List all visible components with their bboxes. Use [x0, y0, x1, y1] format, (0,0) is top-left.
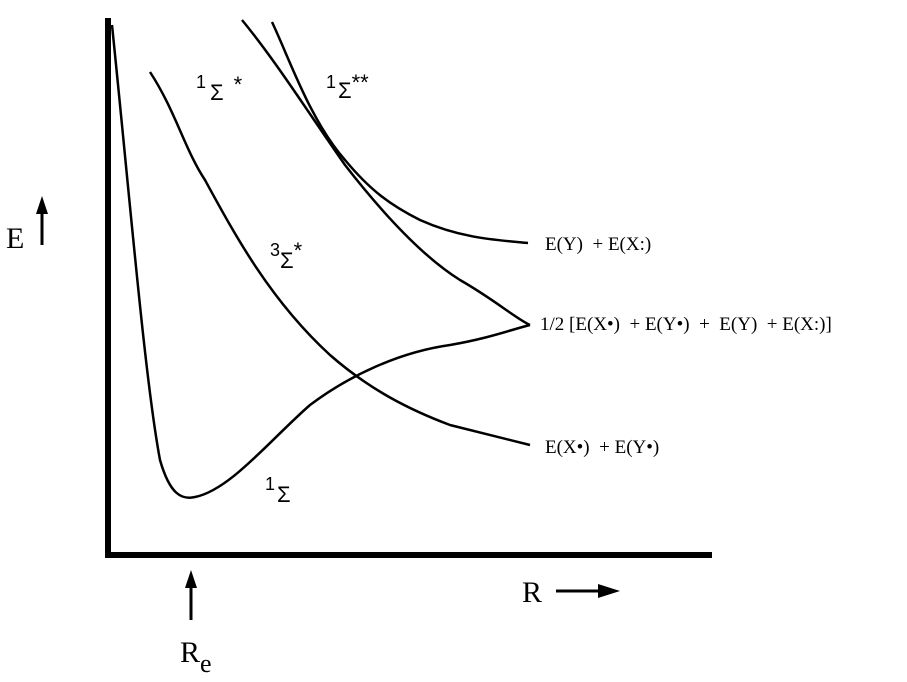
state-suffix: * [294, 238, 303, 263]
limit-label: E(Y) + E(X:) [545, 234, 651, 255]
state-sup: 3 [270, 240, 280, 260]
state-sup: 1 [326, 72, 336, 92]
state-label: 1Σ** [326, 70, 369, 103]
y-arrow-head [36, 196, 48, 214]
state-suffix: ** [352, 70, 370, 95]
state-suffix: * [234, 72, 243, 97]
limit-label: 1/2 [E(X•) + E(Y•) + E(Y) + E(X:)] [540, 314, 832, 335]
y-axis-label: E [6, 222, 24, 255]
state-sup: 1 [265, 474, 275, 494]
re-arrow-head [185, 570, 197, 588]
sigma-double-star-curve [270, 21, 529, 245]
x-axis-label: R [522, 576, 542, 609]
state-sup: 1 [196, 72, 206, 92]
state-symbol: Σ [277, 482, 291, 507]
limit-label: E(X•) + E(Y•) [545, 437, 659, 458]
sigma-star-curve [241, 19, 531, 327]
state-symbol: Σ [338, 78, 352, 103]
state-label: 3Σ* [270, 238, 303, 273]
x-arrow-head [598, 584, 620, 598]
ground-curve [110, 24, 531, 499]
state-symbol: Σ [280, 248, 294, 273]
re-main: R [180, 636, 200, 669]
re-label: Re [180, 636, 212, 678]
triplet-curve [148, 71, 531, 447]
re-sub: e [200, 649, 212, 678]
state-label: 1Σ [265, 474, 291, 507]
state-symbol: Σ [210, 80, 224, 105]
state-label: 1 Σ * [196, 72, 243, 105]
